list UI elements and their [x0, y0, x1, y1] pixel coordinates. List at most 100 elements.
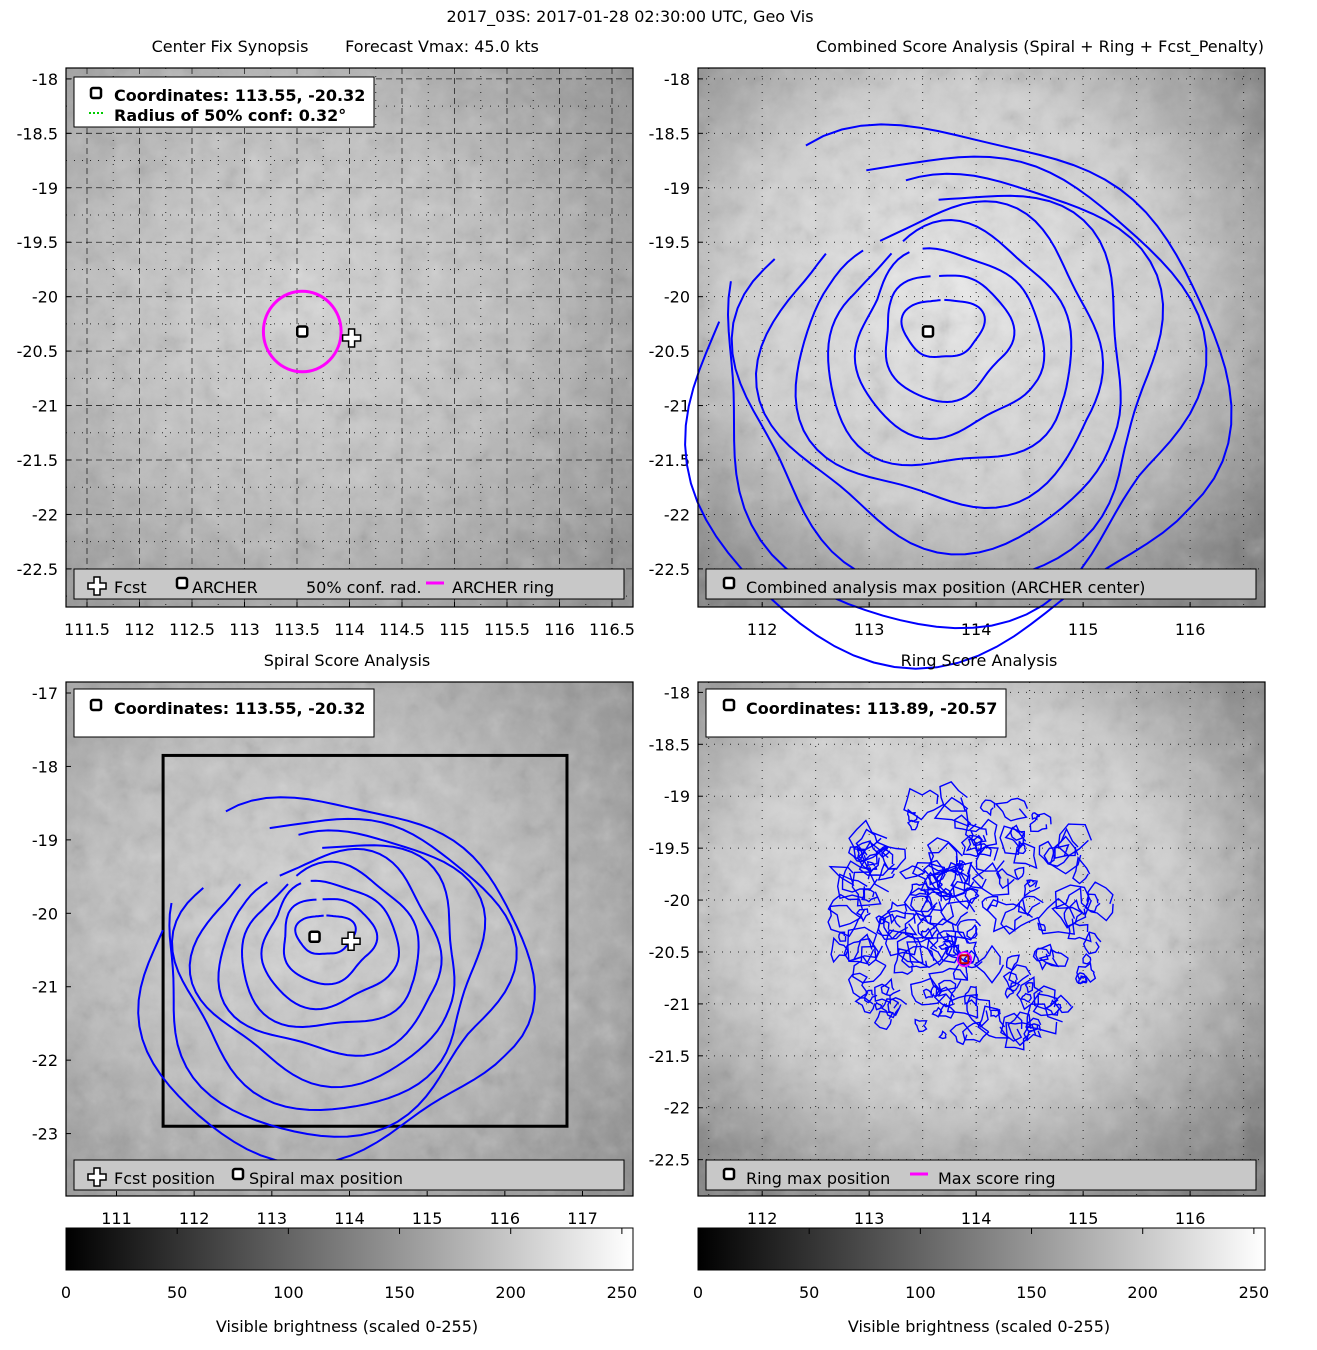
white-cross-icon [87, 576, 107, 596]
y-tick-label: -19 [32, 831, 58, 850]
center-markers [308, 930, 361, 951]
ring-contour [1024, 981, 1034, 994]
ring-contour [962, 1021, 990, 1043]
square-marker-icon [722, 576, 736, 590]
info-radius: Radius of 50% conf: 0.32° [114, 106, 346, 125]
axes-frame [65, 67, 634, 608]
ring-contour [945, 945, 960, 957]
ring-contour [940, 900, 976, 927]
ring-contour [1032, 993, 1062, 1017]
axes-frame [697, 67, 1266, 608]
legend-max-score-ring: Max score ring [938, 1169, 1056, 1188]
y-tick-label: -19 [32, 179, 58, 198]
ring-contour [1035, 943, 1060, 971]
combined-max-marker [921, 325, 935, 338]
ring-contour [957, 859, 967, 871]
ring-contour [876, 917, 895, 936]
ring-contour [886, 901, 908, 925]
x-tick-label: 113 [854, 620, 885, 639]
ring-contour [908, 882, 929, 897]
y-tick-label: -22.5 [649, 1151, 690, 1170]
x-tick-labels: 111.5 112 112.5 113 113.5 114 114.5 115 115.5 116… [64, 602, 635, 639]
ring-contour [1013, 842, 1038, 870]
ring-contour [964, 818, 998, 853]
y-tick-labels: -18 -18.5 -19 -19.5 -20 -20.5 -21 -21.5 -22 -22.5 [649, 70, 703, 579]
colorbar-tick-label: 50 [799, 1283, 819, 1302]
panel-title-left: Center Fix Synopsis [152, 37, 309, 56]
y-tick-label: -20 [32, 904, 58, 923]
ring-contour [1013, 866, 1025, 881]
ring-contour [1017, 895, 1044, 916]
y-tick-label: -19.5 [649, 233, 690, 252]
ring-contour [986, 898, 1029, 933]
ring-contour [975, 846, 1005, 872]
colorbar-right: 0 50 100 150 200 250 Visible brightness (scal… [693, 1227, 1269, 1336]
panel-title-right: Forecast Vmax: 45.0 kts [345, 37, 539, 56]
ring-contour [931, 861, 973, 896]
y-tick-label: -23 [32, 1125, 58, 1144]
ring-contour [971, 861, 1010, 897]
x-tick-label: 114 [961, 620, 992, 639]
x-tick-label: 112 [124, 620, 155, 639]
x-tick-label: 115 [439, 620, 470, 639]
y-tick-label: -17 [32, 684, 58, 703]
ring-contour [906, 808, 918, 823]
ring-contour [977, 1005, 1010, 1039]
panel-center-fix-synopsis: Center Fix Synopsis Forecast Vmax: 45.0 … [17, 37, 635, 639]
score-contour [884, 274, 1016, 404]
info-box: Coordinates: 113.55, -20.32 Radius of 50… [73, 76, 375, 128]
ring-contour [904, 912, 938, 939]
y-tick-label: -22 [32, 1051, 58, 1070]
y-tick-label: -18.5 [17, 124, 58, 143]
legend-archer-ring: ARCHER ring [452, 578, 554, 597]
x-tick-label: 112 [747, 620, 778, 639]
ring-contour [1000, 1012, 1023, 1042]
x-tick-label: 113.5 [274, 620, 320, 639]
y-tick-label: -18 [664, 70, 690, 89]
ring-contour [1072, 856, 1091, 885]
ring-contour [893, 948, 914, 975]
y-tick-label: -20.5 [649, 943, 690, 962]
colorbar-tick-label: 250 [607, 1283, 638, 1302]
ring-contour [853, 840, 880, 862]
colorbar-tick-label: 200 [495, 1283, 526, 1302]
ring-max-marker [959, 954, 970, 965]
ring-contour [928, 967, 969, 993]
score-contours [684, 123, 1233, 670]
panel-combined-score: Combined Score Analysis (Spiral + Ring +… [649, 37, 1266, 670]
ring-contour [979, 799, 996, 817]
ring-contour [851, 871, 890, 907]
ring-contour [1016, 976, 1043, 1011]
y-tick-label: -20.5 [649, 342, 690, 361]
ring-contour [910, 895, 936, 921]
panel-spiral-score: Spiral Score Analysis 111 112 113 114 115 116… [32, 651, 634, 1228]
ring-contour [969, 827, 988, 847]
ring-contour [966, 994, 991, 1028]
ring-contour [875, 915, 887, 925]
ring-contour [830, 936, 849, 964]
colorbar-tick-label: 50 [167, 1283, 187, 1302]
y-tick-label: -18 [664, 683, 690, 702]
ring-contour [1043, 843, 1070, 867]
ring-contour [1038, 948, 1069, 967]
ring-contour [880, 998, 900, 1019]
ring-contour [1084, 881, 1114, 922]
ring-contour [1038, 840, 1055, 865]
ring-contour [1067, 922, 1092, 943]
ring-contour [1002, 971, 1018, 989]
ring-contour [942, 932, 957, 946]
y-tick-label: -22.5 [649, 560, 690, 579]
score-contour [900, 298, 986, 359]
panel-title: Ring Score Analysis [901, 651, 1058, 670]
ring-contour [964, 887, 979, 905]
score-contour [726, 155, 1208, 630]
info-coordinates: Coordinates: 113.55, -20.32 [114, 699, 365, 718]
ring-contour [854, 997, 876, 1014]
spiral-max-marker [308, 930, 321, 944]
y-tick-label: -22 [664, 505, 690, 524]
square-marker-icon [722, 698, 736, 712]
ring-contour [1008, 964, 1032, 985]
ring-contour [1031, 812, 1041, 821]
colorbar-tick-label: 0 [61, 1283, 71, 1302]
